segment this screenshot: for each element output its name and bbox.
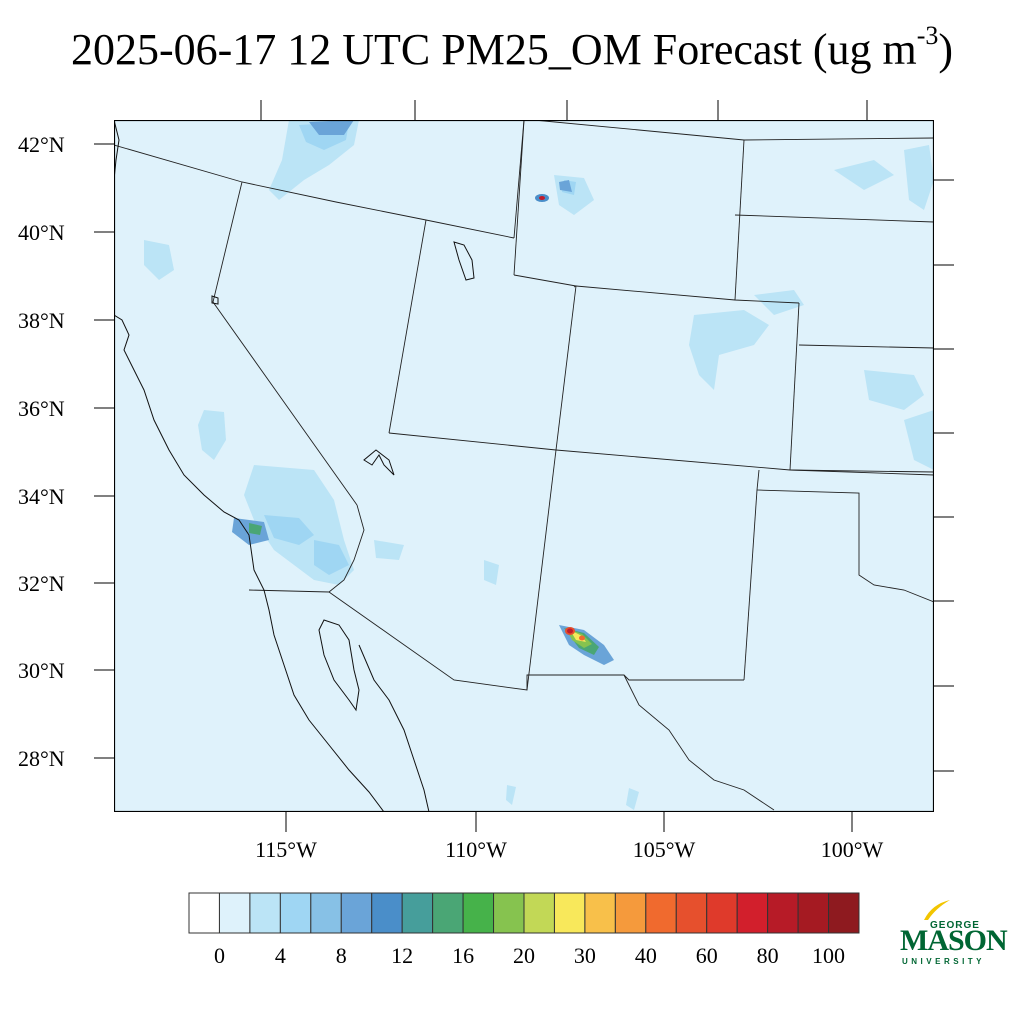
swoosh-icon [924,900,950,920]
lat-label: 34°N [18,484,65,509]
colorbar-swatch [675,892,708,934]
colorbar-swatch [218,892,251,934]
lat-label: 28°N [18,746,65,771]
lon-label: 110°W [445,837,507,862]
map-area [114,120,934,812]
lon-label: 100°W [820,837,884,862]
colorbar-swatch [645,892,677,934]
map-border [114,120,934,812]
logo-main-text: MASON [900,924,1008,957]
lat-label: 38°N [18,308,65,333]
map-background [114,120,934,812]
colorbar-tick-label: 8 [335,943,347,968]
colorbar-swatch [310,892,342,934]
colorbar-tick-label: 20 [513,943,535,968]
lat-label: 40°N [18,220,65,245]
wyoming-hotspot [535,194,549,202]
colorbar-swatch [279,892,312,934]
logo-bottom-text: UNIVERSITY [902,957,986,966]
colorbar-swatch [797,892,830,934]
colorbar-tick-label: 0 [213,943,225,968]
colorbar-swatch [188,892,220,934]
colorbar-swatch [584,892,616,934]
colorbar-tick-label: 4 [274,943,286,968]
colorbar-swatch [249,892,281,934]
colorbar-swatch [371,892,403,934]
state-borders [114,120,934,811]
lat-label: 30°N [18,658,65,683]
socal-hotspot [249,523,262,535]
lat-label: 36°N [18,396,65,421]
colorbar-tick-label: 60 [695,943,718,968]
colorbar-swatch [340,892,373,934]
new-mexico-plume [559,625,614,665]
colorbar-swatch [828,892,860,934]
lon-label: 115°W [255,837,317,862]
colorbar-tick-label: 40 [634,943,657,968]
coastlines [114,120,475,812]
colorbar-tick-label: 12 [391,943,414,968]
colorbar-swatch [614,892,647,934]
lon-label: 105°W [632,837,696,862]
colorbar-swatch [432,892,464,934]
lat-label: 42°N [18,132,65,157]
map-title: 2025-06-17 12 UTC PM25_OM Forecast (ug m… [70,21,954,75]
colorbar-swatch [462,892,495,934]
lat-label: 32°N [18,571,65,596]
colorbar-tick-label: 100 [812,943,846,968]
colorbar-swatch [706,892,738,934]
colorbar-tick-label: 16 [452,943,475,968]
colorbar-swatch [553,892,586,934]
colorbar-swatch [493,892,525,934]
colorbar-tick-label: 30 [573,943,596,968]
gmu-logo: GEORGE MASON UNIVERSITY [900,900,1008,970]
colorbar-tick-label: 80 [756,943,779,968]
colorbar-swatch [767,892,799,934]
logo-top-text: GEORGE [930,920,980,931]
colorbar [188,892,860,934]
colorbar-swatch [523,892,555,934]
colorbar-swatch [401,892,434,934]
colorbar-swatch [736,892,769,934]
